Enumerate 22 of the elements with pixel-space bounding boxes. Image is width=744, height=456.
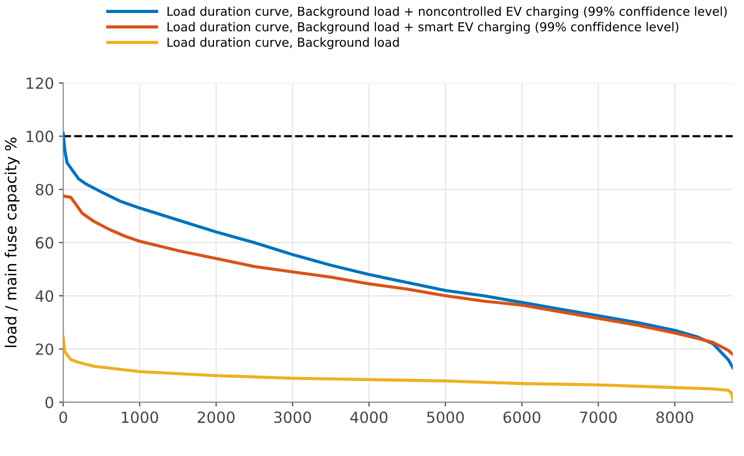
x-tick-label: 4000 (350, 411, 388, 424)
y-axis-title: load / main fuse capacity % (4, 138, 20, 347)
legend-label: Load duration curve, Background load + noncontrolled EV charging (99% conffidence level) (168, 6, 727, 18)
y-tick-label: 40 (36, 290, 54, 302)
x-tick-label: 8000 (656, 411, 694, 424)
x-tick-label: 2000 (198, 411, 235, 424)
y-tick-label: 80 (36, 184, 54, 196)
y-tick-label: 60 (36, 237, 54, 249)
legend-label: Load duration curve, Background load + smart EV charging (99% conffidence level) (168, 22, 678, 34)
x-tick-label: 6000 (503, 411, 540, 424)
y-tick-label: 20 (36, 343, 54, 356)
line-series (63, 194, 733, 356)
x-tick-label: 5000 (427, 411, 464, 424)
x-tick-label: 1000 (122, 411, 158, 424)
y-tick-label: 0 (46, 396, 54, 408)
x-tick-label: 0 (59, 411, 68, 424)
x-tick-label: 3000 (274, 411, 311, 424)
x-tick-label: 7000 (580, 411, 617, 424)
line-series (63, 132, 733, 370)
legend-label: Load duration curve, Background load (168, 37, 399, 50)
y-tick-label: 120 (26, 77, 54, 90)
y-tick-label: 100 (26, 130, 54, 142)
